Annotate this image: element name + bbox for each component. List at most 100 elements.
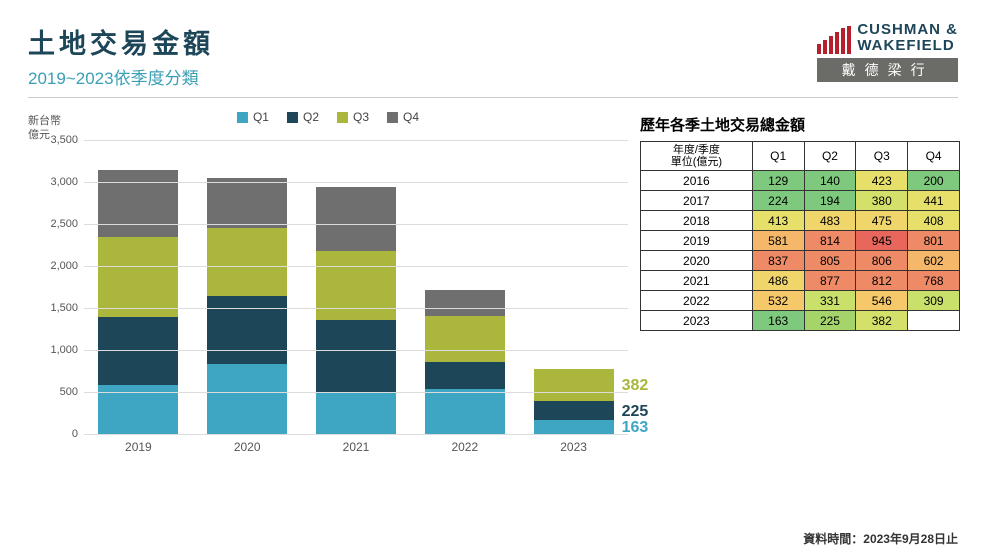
table-data-cell: 140 (804, 171, 856, 191)
bar-segment-q2 (98, 317, 178, 385)
table-data-cell: 200 (908, 171, 960, 191)
table-column-header: Q1 (752, 142, 804, 171)
table-data-cell: 194 (804, 191, 856, 211)
bar-segment-q1 (534, 420, 614, 434)
table-data-cell: 309 (908, 291, 960, 311)
y-tick: 3,500 (38, 134, 78, 146)
y-tick: 0 (38, 428, 78, 440)
table-data-cell: 163 (752, 311, 804, 331)
table-year-cell: 2019 (641, 231, 753, 251)
table-data-cell: 877 (804, 271, 856, 291)
table-row: 2016129140423200 (641, 171, 960, 191)
x-tick: 2021 (316, 440, 396, 454)
bar-segment-q4 (98, 170, 178, 237)
bar-segment-q3 (425, 316, 505, 362)
grid-line (84, 350, 628, 351)
bar-segment-q1 (425, 389, 505, 434)
data-table: 年度/季度單位(億元)Q1Q2Q3Q4201612914042320020172… (640, 141, 960, 331)
bar-segment-q4 (207, 178, 287, 229)
table-year-cell: 2016 (641, 171, 753, 191)
bar-segment-q4 (316, 187, 396, 252)
table-column-header: Q3 (856, 142, 908, 171)
y-tick: 2,000 (38, 260, 78, 272)
table-data-cell: 441 (908, 191, 960, 211)
footer-date: 資料時間：2023年9月28日止 (803, 530, 958, 547)
table-row: 2022532331546309 (641, 291, 960, 311)
table-data-cell: 382 (856, 311, 908, 331)
table-data-cell: 532 (752, 291, 804, 311)
table-year-cell: 2022 (641, 291, 753, 311)
table-data-cell: 225 (804, 311, 856, 331)
table-data-cell: 806 (856, 251, 908, 271)
table-data-cell: 837 (752, 251, 804, 271)
x-tick: 2020 (207, 440, 287, 454)
y-tick: 3,000 (38, 176, 78, 188)
bar-callout: 225 (622, 403, 649, 421)
legend-item: Q1 (237, 110, 269, 124)
legend-item: Q4 (387, 110, 419, 124)
table-data-cell: 801 (908, 231, 960, 251)
table-data-cell: 486 (752, 271, 804, 291)
table-data-cell: 331 (804, 291, 856, 311)
table-data-cell: 812 (856, 271, 908, 291)
table-data-cell: 805 (804, 251, 856, 271)
bar-segment-q2 (534, 401, 614, 420)
table-row: 2018413483475408 (641, 211, 960, 231)
page-title: 土地交易金額 (28, 22, 214, 61)
y-label-line1: 新台幣 (28, 114, 61, 128)
table-data-cell: 475 (856, 211, 908, 231)
legend-item: Q3 (337, 110, 369, 124)
bar-segment-q3 (98, 237, 178, 316)
table-year-cell: 2018 (641, 211, 753, 231)
data-table-area: 歷年各季土地交易總金額 年度/季度單位(億元)Q1Q2Q3Q4201612914… (640, 114, 960, 331)
bar-segment-q4 (425, 290, 505, 316)
table-data-cell: 224 (752, 191, 804, 211)
grid-line (84, 434, 628, 435)
stacked-bar-chart: 新台幣 億元 Q1Q2Q3Q4 201920202021202220231632… (28, 116, 628, 456)
grid-line (84, 182, 628, 183)
table-data-cell: 413 (752, 211, 804, 231)
legend-item: Q2 (287, 110, 319, 124)
bar-segment-q2 (207, 296, 287, 364)
table-data-cell: 483 (804, 211, 856, 231)
chart-legend: Q1 Q2 Q3 Q4 (237, 110, 419, 124)
table-data-cell: 945 (856, 231, 908, 251)
table-data-cell: 546 (856, 291, 908, 311)
table-data-cell: 581 (752, 231, 804, 251)
table-data-cell: 380 (856, 191, 908, 211)
table-data-cell: 814 (804, 231, 856, 251)
chart-plot: 20192020202120222023163225382 05001,0001… (84, 140, 628, 434)
page-subtitle: 2019~2023依季度分類 (28, 64, 214, 89)
table-column-header: Q2 (804, 142, 856, 171)
bar-segment-q2 (425, 362, 505, 390)
table-year-cell: 2020 (641, 251, 753, 271)
bar-segment-q3 (534, 369, 614, 401)
table-data-cell: 602 (908, 251, 960, 271)
grid-line (84, 392, 628, 393)
grid-line (84, 224, 628, 225)
x-tick: 2022 (425, 440, 505, 454)
grid-line (84, 266, 628, 267)
logo-subtitle: 戴德梁行 (817, 58, 958, 82)
table-title: 歷年各季土地交易總金額 (640, 114, 960, 135)
table-row: 2023163225382 (641, 311, 960, 331)
y-tick: 2,500 (38, 218, 78, 230)
bar-segment-q1 (316, 393, 396, 434)
company-logo: CUSHMAN &WAKEFIELD 戴德梁行 (817, 22, 958, 89)
logo-bars-icon (817, 26, 851, 54)
y-tick: 500 (38, 386, 78, 398)
bar-segment-q1 (207, 364, 287, 434)
table-row: 2017224194380441 (641, 191, 960, 211)
table-year-cell: 2023 (641, 311, 753, 331)
table-year-cell: 2017 (641, 191, 753, 211)
table-data-cell: 408 (908, 211, 960, 231)
table-data-cell: 129 (752, 171, 804, 191)
header: 土地交易金額 2019~2023依季度分類 CUSHMAN &WAKEFIELD… (0, 0, 986, 95)
table-row: 2021486877812768 (641, 271, 960, 291)
table-header-corner: 年度/季度單位(億元) (641, 142, 753, 171)
bar-segment-q2 (316, 320, 396, 394)
table-row: 2019581814945801 (641, 231, 960, 251)
table-data-cell (908, 311, 960, 331)
table-column-header: Q4 (908, 142, 960, 171)
y-tick: 1,500 (38, 302, 78, 314)
